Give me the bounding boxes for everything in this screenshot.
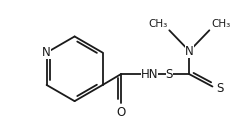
Text: N: N <box>42 46 51 59</box>
Text: N: N <box>184 45 193 58</box>
Text: CH₃: CH₃ <box>148 19 167 29</box>
Text: S: S <box>165 68 172 81</box>
Text: CH₃: CH₃ <box>210 19 229 29</box>
Text: HN: HN <box>140 68 158 81</box>
Text: O: O <box>116 106 125 119</box>
Text: S: S <box>215 82 223 95</box>
